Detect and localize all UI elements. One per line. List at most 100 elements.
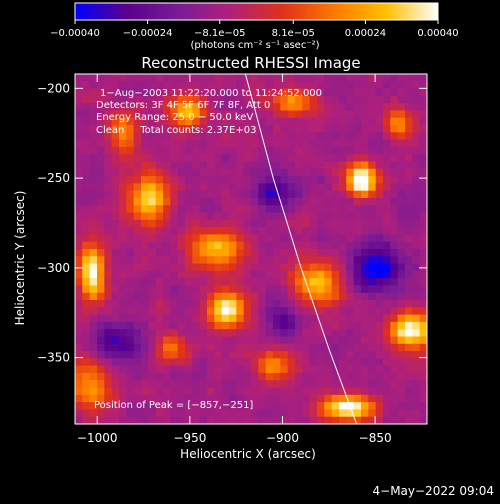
heatmap-cell [221,263,230,272]
heatmap-cell [419,358,427,367]
heatmap-cell [82,321,91,330]
heatmap-cell [280,197,289,206]
heatmap-cell [258,402,267,411]
heatmap-cell [331,387,340,396]
heatmap-cell [397,139,406,148]
heatmap-cell [353,176,362,184]
heatmap-cell [163,387,171,396]
heatmap-cell [273,416,281,424]
heatmap-cell [368,88,377,97]
heatmap-cell [177,416,186,424]
heatmap-cell [383,372,391,381]
heatmap-cell [75,380,83,389]
heatmap-cell [177,285,186,294]
heatmap-cell [265,300,274,308]
y-axis: −200−250−300−350 [37,81,427,365]
heatmap-cell [375,212,384,221]
heatmap-cell [383,416,391,424]
heatmap-cell [111,249,120,257]
heatmap-cell [185,343,193,352]
heatmap-cell [251,409,259,418]
heatmap-cell [317,314,325,323]
heatmap-cell [82,402,91,411]
heatmap-cell [405,256,413,265]
heatmap-cell [273,176,281,184]
heatmap-cell [214,205,223,214]
heatmap-cell [346,110,355,119]
heatmap-cell [177,292,186,301]
heatmap-cell [185,358,193,367]
heatmap-cell [251,278,259,287]
heatmap-cell [141,351,149,359]
heatmap-cell [89,234,98,243]
heatmap-cell [280,387,289,396]
heatmap-cell [207,249,215,257]
heatmap-cell [368,321,377,330]
heatmap-cell [163,263,171,272]
heatmap-cell [346,358,355,367]
heatmap-cell [265,227,274,236]
heatmap-cell [89,183,98,192]
heatmap-cell [324,336,333,345]
heatmap-cell [192,380,201,389]
heatmap-cell [170,285,179,294]
heatmap-cell [155,88,164,97]
heatmap-cell [324,263,333,272]
heatmap-cell [126,190,135,199]
heatmap-cell [170,307,179,316]
heatmap-cell [419,343,427,352]
heatmap-cell [265,365,274,374]
heatmap-cell [119,74,127,82]
heatmap-cell [229,234,237,243]
heatmap-cell [111,205,120,214]
heatmap-cell [126,212,135,221]
heatmap-cell [280,132,289,141]
heatmap-cell [170,387,179,396]
heatmap-cell [419,307,427,316]
heatmap-cell [229,314,237,323]
colorbar-tick-label: −0.00024 [123,28,173,39]
heatmap-cell [185,314,193,323]
heatmap-cell [192,103,201,112]
heatmap-cell [405,154,413,163]
heatmap-cell [390,409,399,418]
heatmap-cell [383,402,391,411]
heatmap-cell [141,197,149,206]
heatmap-cell [221,88,230,97]
heatmap-cell [287,300,296,308]
heatmap-cell [280,336,289,345]
heatmap-cell [397,285,406,294]
heatmap-cell [221,168,230,177]
heatmap-cell [280,125,289,133]
heatmap-cell [243,132,252,141]
heatmap-cell [141,387,149,396]
heatmap-cell [368,336,377,345]
heatmap-cell [353,125,362,133]
heatmap-cell [251,125,259,133]
heatmap-cell [375,387,384,396]
heatmap-cell [412,197,421,206]
heatmap-cell [119,256,127,265]
heatmap-cell [302,314,311,323]
heatmap-cell [170,343,179,352]
heatmap-cell [361,343,369,352]
heatmap-cell [119,88,127,97]
heatmap-cell [368,292,377,301]
heatmap-cell [419,402,427,411]
heatmap-cell [317,409,325,418]
heatmap-cell [97,394,105,403]
heatmap-cell [419,314,427,323]
heatmap-cell [177,117,186,126]
heatmap-cell [163,205,171,214]
heatmap-cell [148,146,157,155]
heatmap-cell [185,321,193,330]
heatmap-cell [185,372,193,381]
heatmap-cell [361,300,369,308]
heatmap-cell [368,402,377,411]
heatmap-cell [295,358,303,367]
heatmap-cell [287,88,296,97]
heatmap-cell [163,132,171,141]
heatmap-cell [89,176,98,184]
heatmap-cell [207,161,215,170]
heatmap-cell [346,314,355,323]
